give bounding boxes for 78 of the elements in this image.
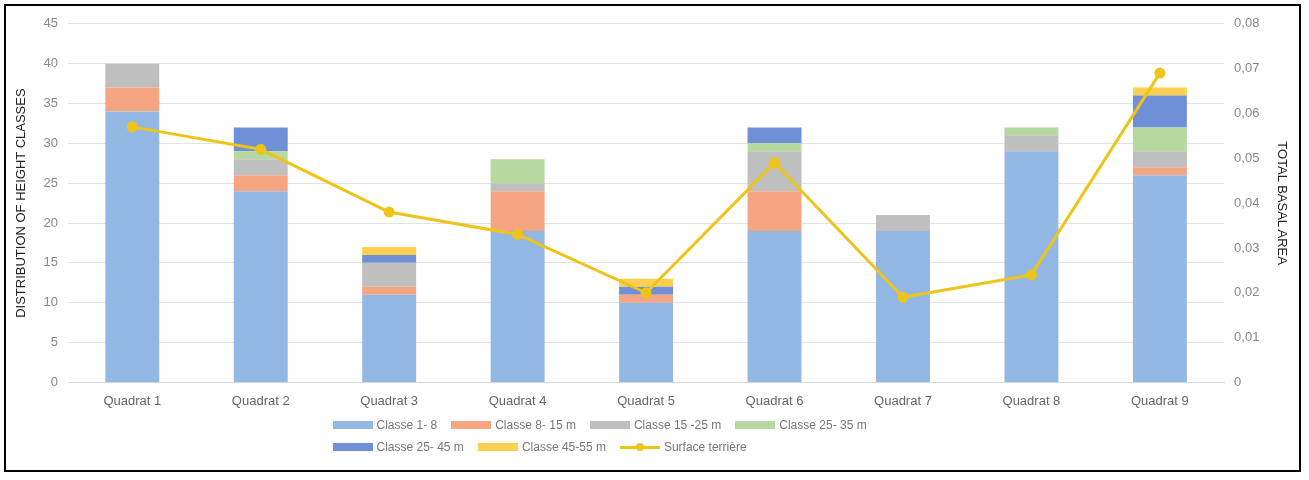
point [769, 157, 781, 169]
point [897, 291, 909, 303]
x-tick-label: Quadrat 5 [617, 392, 675, 408]
y-tick-label: 45 [43, 15, 59, 31]
x-tick-label: Quadrat 9 [1130, 392, 1189, 408]
y-tick-label: 25 [43, 174, 59, 190]
point [383, 206, 395, 218]
bar [747, 127, 802, 144]
legend-label: Classe 25- 35 m [779, 418, 867, 432]
point [1154, 67, 1166, 79]
bar [1132, 167, 1187, 176]
y-tick-label: 30 [43, 134, 59, 150]
bar [362, 246, 417, 255]
y-tick-label: 5 [50, 334, 59, 350]
x-tick-label: Quadrat 2 [231, 392, 290, 408]
bar [1132, 87, 1187, 96]
bar [619, 302, 674, 382]
legend-label: Classe 45-55 m [521, 440, 606, 454]
x-tick-label: Quadrat 6 [745, 392, 804, 408]
y2-axis-title: TOTAL BASAL AREA [1274, 141, 1290, 266]
y-tick-label: 40 [43, 55, 59, 71]
bar [490, 230, 545, 382]
bar [619, 294, 674, 303]
legend-label: Classe 1- 8 [376, 418, 438, 432]
point [1025, 269, 1037, 281]
x-tick-label: Quadrat 1 [103, 392, 162, 408]
bar [362, 262, 417, 287]
x-tick-label: Quadrat 7 [874, 392, 932, 408]
bar [1132, 127, 1187, 152]
x-tick-label: Quadrat 8 [1002, 392, 1061, 408]
x-tick-label: Quadrat 3 [360, 392, 419, 408]
y2-tick-label: 0,02 [1234, 284, 1260, 300]
bar [747, 143, 802, 152]
bar [1132, 95, 1187, 128]
bar [876, 215, 930, 231]
bar [1004, 135, 1059, 152]
legend-label: Classe 8- 15 m [495, 418, 576, 432]
legend-label: Classe 25- 45 m [376, 440, 464, 454]
point [126, 121, 138, 133]
bar [490, 159, 545, 184]
bar [490, 191, 545, 231]
y2-tick-label: 0,03 [1234, 239, 1260, 255]
bar [876, 230, 930, 382]
bar [233, 191, 288, 382]
bar [233, 159, 288, 176]
bar [362, 294, 417, 382]
y2-tick-label: 0,05 [1234, 149, 1260, 165]
y2-tick-label: 0,04 [1234, 194, 1260, 210]
bar [1132, 175, 1187, 382]
y2-tick-label: 0,06 [1234, 105, 1260, 121]
bar [105, 87, 160, 112]
bar [490, 183, 545, 192]
y-tick-label: 20 [43, 214, 59, 230]
y-tick-label: 35 [43, 95, 59, 111]
y2-tick-label: 0,08 [1234, 15, 1260, 31]
bar [747, 191, 802, 231]
bar [362, 286, 417, 295]
point [255, 143, 267, 155]
bar [105, 111, 160, 382]
legend-label: Classe 15 -25 m [633, 418, 722, 432]
x-tick-label: Quadrat 4 [488, 392, 547, 408]
bar [1132, 151, 1187, 168]
point [640, 287, 652, 299]
point [512, 228, 524, 240]
y2-tick-label: 0,01 [1234, 329, 1260, 345]
bar [233, 175, 288, 192]
y-tick-label: 0 [50, 373, 59, 389]
y-axis-title: DISTRIBUTION OF HEIGHT CLASSES [13, 88, 29, 318]
bar [1004, 127, 1059, 136]
legend-label: Surface terrière [663, 440, 747, 454]
y2-tick-label: 0,07 [1234, 60, 1260, 76]
bar [105, 63, 160, 88]
y-tick-label: 15 [43, 254, 59, 270]
y2-tick-label: 0 [1234, 373, 1242, 389]
bar [1004, 151, 1059, 382]
bar [362, 254, 417, 263]
y-tick-label: 10 [43, 294, 59, 310]
bar [747, 230, 802, 382]
